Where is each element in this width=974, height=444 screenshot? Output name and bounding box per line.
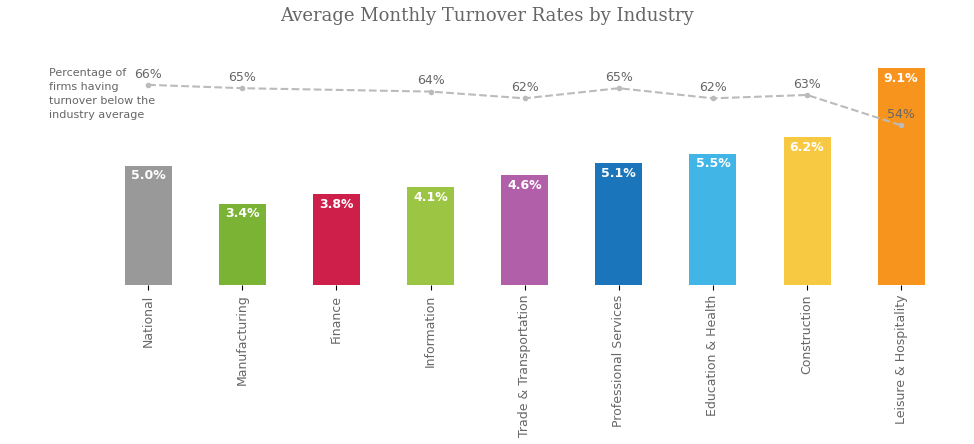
Text: 63%: 63% bbox=[793, 78, 821, 91]
Text: 65%: 65% bbox=[605, 71, 633, 84]
Text: Percentage of
firms having
turnover below the
industry average: Percentage of firms having turnover belo… bbox=[50, 68, 156, 120]
Text: 5.5%: 5.5% bbox=[695, 158, 730, 170]
Text: 5.0%: 5.0% bbox=[131, 169, 166, 182]
Bar bbox=[407, 187, 454, 285]
Text: 4.6%: 4.6% bbox=[507, 179, 542, 192]
Text: 66%: 66% bbox=[134, 67, 162, 80]
Bar bbox=[125, 166, 171, 285]
Text: 62%: 62% bbox=[510, 81, 539, 94]
Text: 4.1%: 4.1% bbox=[413, 191, 448, 204]
Text: 9.1%: 9.1% bbox=[883, 72, 918, 85]
Text: 62%: 62% bbox=[699, 81, 727, 94]
Text: 65%: 65% bbox=[228, 71, 256, 84]
Bar bbox=[878, 68, 924, 285]
Bar bbox=[219, 204, 266, 285]
Text: 3.4%: 3.4% bbox=[225, 207, 260, 221]
Title: Average Monthly Turnover Rates by Industry: Average Monthly Turnover Rates by Indust… bbox=[281, 7, 693, 25]
Text: 3.8%: 3.8% bbox=[319, 198, 354, 211]
Bar bbox=[595, 163, 642, 285]
Text: 6.2%: 6.2% bbox=[790, 141, 824, 154]
Text: 54%: 54% bbox=[887, 108, 916, 121]
Bar bbox=[783, 137, 831, 285]
Bar bbox=[690, 154, 736, 285]
Text: 5.1%: 5.1% bbox=[601, 167, 636, 180]
Bar bbox=[313, 194, 360, 285]
Text: 64%: 64% bbox=[417, 74, 444, 87]
Bar bbox=[501, 175, 548, 285]
